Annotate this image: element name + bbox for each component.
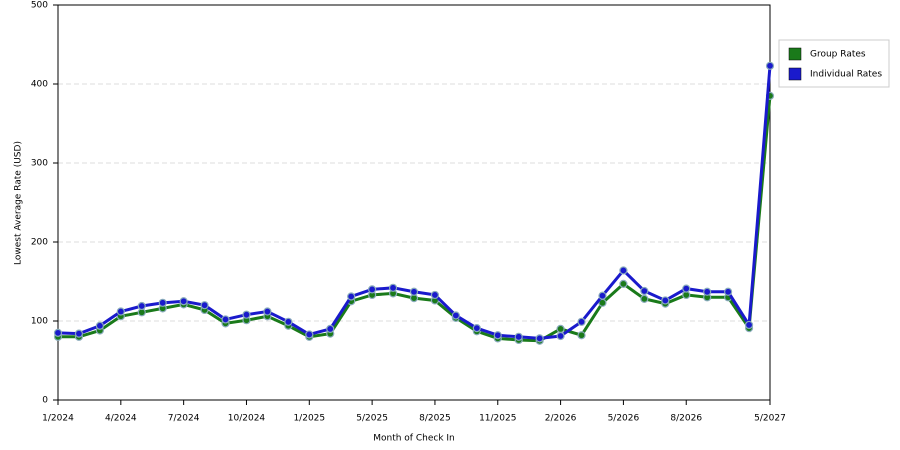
plot-frame bbox=[57, 4, 771, 401]
legend-label: Group Rates bbox=[810, 50, 866, 60]
x-tick-label: 2/2026 bbox=[545, 414, 577, 424]
data-point bbox=[179, 297, 188, 306]
legend-label: Individual Rates bbox=[810, 70, 882, 80]
data-point bbox=[765, 61, 775, 70]
x-tick-label: 1/2025 bbox=[293, 414, 325, 424]
data-point bbox=[661, 296, 670, 305]
data-point bbox=[556, 324, 565, 333]
data-point bbox=[703, 287, 712, 296]
data-point bbox=[598, 291, 607, 300]
data-point bbox=[577, 317, 586, 326]
data-point bbox=[724, 287, 733, 296]
data-point bbox=[556, 331, 565, 341]
y-tick-label: 100 bbox=[31, 317, 48, 327]
y-tick-label: 300 bbox=[31, 159, 48, 169]
data-point bbox=[368, 285, 377, 294]
y-tick-label: 200 bbox=[31, 238, 48, 248]
data-point bbox=[682, 284, 691, 293]
x-tick-label: 5/2026 bbox=[608, 414, 640, 424]
x-tick-label: 7/2024 bbox=[168, 414, 200, 424]
data-point bbox=[577, 331, 586, 340]
data-point bbox=[472, 324, 481, 333]
y-tick-label: 500 bbox=[31, 1, 48, 11]
data-point bbox=[619, 279, 628, 288]
data-point bbox=[535, 334, 544, 343]
y-tick-label: 0 bbox=[42, 396, 48, 406]
y-axis-label: Lowest Average Rate (USD) bbox=[14, 141, 24, 265]
x-tick-label: 8/2025 bbox=[419, 414, 451, 424]
x-tick-label: 11/2025 bbox=[479, 414, 516, 424]
data-point bbox=[409, 287, 419, 296]
x-axis-label: Month of Check In bbox=[373, 434, 455, 444]
legend-swatch bbox=[788, 67, 802, 81]
x-tick-label: 8/2026 bbox=[670, 414, 702, 424]
data-point bbox=[640, 286, 649, 296]
data-point bbox=[640, 294, 649, 303]
data-point bbox=[200, 301, 209, 310]
x-tick-label: 5/2025 bbox=[356, 414, 388, 424]
data-point bbox=[430, 290, 440, 300]
data-point bbox=[74, 329, 84, 338]
x-tick-label: 4/2024 bbox=[105, 414, 137, 424]
data-point bbox=[347, 292, 356, 301]
data-point bbox=[158, 298, 167, 307]
x-tick-label: 1/2024 bbox=[42, 414, 74, 424]
data-point bbox=[221, 315, 230, 324]
data-point bbox=[451, 311, 460, 320]
data-point bbox=[137, 301, 146, 311]
data-point bbox=[619, 266, 628, 275]
x-tick-label: 10/2024 bbox=[228, 414, 266, 424]
y-tick-label: 400 bbox=[31, 80, 48, 90]
data-point bbox=[242, 310, 251, 319]
x-tick-label: 5/2027 bbox=[754, 414, 786, 424]
data-point bbox=[53, 328, 63, 337]
data-point bbox=[388, 283, 398, 292]
data-point bbox=[326, 324, 335, 333]
data-point bbox=[493, 331, 502, 340]
data-point bbox=[263, 307, 272, 316]
data-point bbox=[95, 321, 104, 330]
data-point bbox=[116, 307, 125, 316]
data-point bbox=[284, 317, 293, 326]
data-point bbox=[305, 330, 314, 339]
legend-swatch bbox=[788, 47, 802, 61]
data-point bbox=[514, 332, 523, 341]
data-point bbox=[744, 320, 754, 330]
